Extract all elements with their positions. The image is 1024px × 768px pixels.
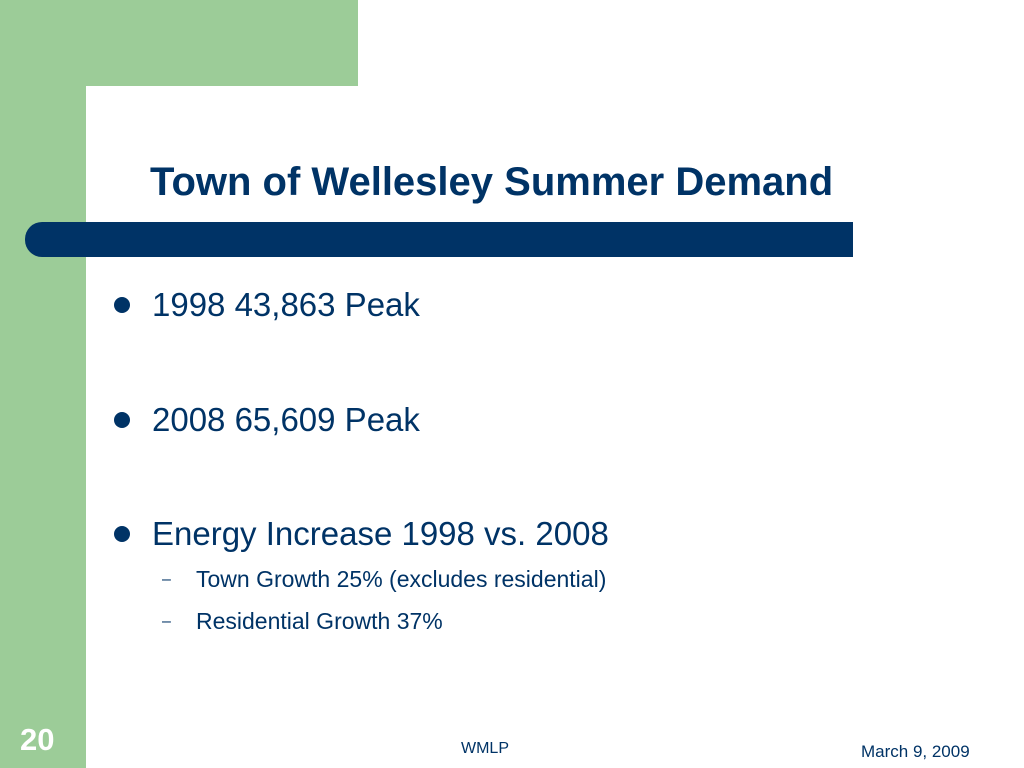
page-number: 20: [20, 722, 55, 757]
green-side-band: [0, 0, 86, 768]
sub-bullet-text: Town Growth 25% (excludes residential): [196, 566, 607, 592]
sub-bullet-item: – Town Growth 25% (excludes residential): [162, 566, 606, 593]
bullet-dot-icon: [114, 412, 130, 428]
bullet-text: Energy Increase 1998 vs. 2008: [152, 515, 609, 552]
bullet-item: 2008 65,609 Peak: [114, 401, 420, 439]
footer-date: March 9, 2009: [861, 742, 970, 761]
dash-icon: –: [162, 570, 171, 588]
bullet-item: 1998 43,863 Peak: [114, 286, 420, 324]
title-underline-bar: [25, 222, 853, 257]
bullet-text: 1998 43,863 Peak: [152, 286, 420, 323]
slide-title: Town of Wellesley Summer Demand: [150, 160, 834, 204]
green-top-band: [0, 0, 358, 86]
bullet-item: Energy Increase 1998 vs. 2008: [114, 515, 609, 553]
bullet-dot-icon: [114, 297, 130, 313]
dash-icon: –: [162, 612, 171, 630]
bullet-dot-icon: [114, 526, 130, 542]
sub-bullet-text: Residential Growth 37%: [196, 608, 443, 634]
rounded-content-corner: [86, 86, 206, 206]
footer-organization: WMLP: [461, 740, 509, 757]
bullet-text: 2008 65,609 Peak: [152, 401, 420, 438]
sub-bullet-item: – Residential Growth 37%: [162, 608, 443, 635]
